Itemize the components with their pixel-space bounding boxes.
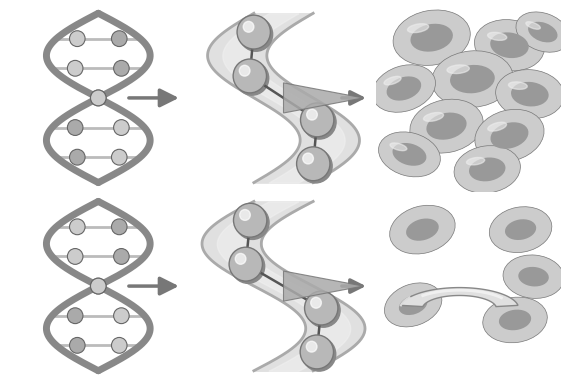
Circle shape (302, 337, 336, 371)
Ellipse shape (516, 12, 567, 52)
Circle shape (70, 338, 85, 353)
Circle shape (237, 15, 270, 49)
Ellipse shape (511, 82, 549, 106)
Ellipse shape (469, 157, 505, 181)
Ellipse shape (496, 70, 564, 119)
Circle shape (240, 210, 250, 220)
Circle shape (307, 293, 340, 327)
Circle shape (67, 60, 83, 76)
Circle shape (231, 250, 265, 283)
Circle shape (113, 308, 129, 324)
Circle shape (91, 278, 106, 294)
Circle shape (112, 149, 127, 165)
Circle shape (239, 65, 250, 76)
Ellipse shape (384, 283, 442, 327)
Ellipse shape (490, 122, 528, 149)
Circle shape (70, 219, 85, 235)
Ellipse shape (390, 143, 407, 151)
Circle shape (311, 297, 321, 308)
Ellipse shape (489, 207, 552, 253)
Ellipse shape (483, 297, 547, 343)
Ellipse shape (475, 20, 544, 71)
Circle shape (239, 17, 273, 51)
Ellipse shape (390, 205, 455, 254)
Polygon shape (401, 288, 518, 306)
Ellipse shape (399, 295, 428, 315)
Ellipse shape (424, 113, 443, 121)
Circle shape (233, 59, 266, 93)
Ellipse shape (426, 113, 467, 140)
Circle shape (67, 308, 83, 324)
Ellipse shape (411, 24, 453, 52)
Ellipse shape (406, 218, 439, 241)
Circle shape (91, 278, 106, 294)
Ellipse shape (410, 99, 483, 153)
Ellipse shape (467, 157, 485, 165)
Circle shape (301, 103, 334, 137)
Ellipse shape (488, 32, 507, 40)
Polygon shape (284, 83, 363, 113)
Circle shape (91, 90, 106, 106)
Circle shape (112, 31, 127, 46)
Ellipse shape (503, 255, 564, 298)
Circle shape (235, 61, 269, 95)
Circle shape (297, 147, 330, 181)
Polygon shape (284, 271, 363, 301)
Circle shape (235, 253, 246, 264)
Circle shape (113, 120, 129, 136)
Circle shape (113, 60, 129, 76)
Circle shape (70, 149, 85, 165)
Ellipse shape (373, 65, 435, 112)
Circle shape (67, 248, 83, 264)
Circle shape (112, 338, 127, 353)
Circle shape (229, 247, 263, 281)
Circle shape (303, 153, 314, 164)
Circle shape (303, 105, 336, 139)
Circle shape (299, 149, 332, 183)
Ellipse shape (526, 22, 540, 29)
Circle shape (307, 109, 318, 120)
Ellipse shape (499, 310, 531, 330)
Ellipse shape (384, 76, 401, 85)
Circle shape (300, 335, 333, 369)
Circle shape (243, 22, 254, 32)
Ellipse shape (447, 65, 469, 74)
Ellipse shape (454, 146, 521, 193)
Circle shape (70, 31, 85, 46)
Circle shape (236, 205, 269, 239)
Circle shape (91, 90, 106, 106)
Circle shape (113, 248, 129, 264)
Ellipse shape (509, 82, 527, 89)
Ellipse shape (490, 32, 528, 58)
Ellipse shape (431, 51, 513, 108)
Ellipse shape (488, 122, 506, 131)
Ellipse shape (528, 22, 557, 42)
Ellipse shape (387, 76, 421, 101)
Ellipse shape (475, 109, 544, 162)
Ellipse shape (392, 143, 426, 166)
Circle shape (304, 291, 338, 325)
Ellipse shape (450, 65, 495, 93)
Circle shape (306, 341, 317, 352)
Ellipse shape (408, 24, 429, 33)
Circle shape (112, 219, 127, 235)
Circle shape (67, 120, 83, 136)
Ellipse shape (505, 219, 536, 240)
Circle shape (234, 203, 267, 237)
Ellipse shape (518, 267, 549, 286)
Ellipse shape (393, 10, 470, 65)
Ellipse shape (379, 132, 441, 177)
